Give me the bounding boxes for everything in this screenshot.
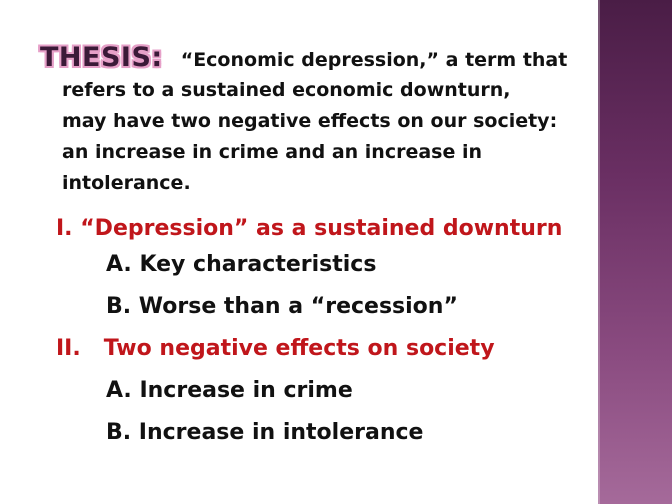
- thesis-line: intolerance.: [62, 172, 191, 194]
- outline: I. “Depression” as a sustained downturn …: [56, 214, 596, 448]
- thesis-line: refers to a sustained economic downturn,: [62, 79, 511, 101]
- outline-item-1a: A. Key characteristics: [106, 252, 377, 277]
- outline-section-1-heading: I. “Depression” as a sustained downturn: [56, 214, 596, 244]
- outline-section-2-heading: II. Two negative effects on society: [56, 334, 596, 364]
- section-2-numeral: II.: [56, 336, 81, 361]
- outline-item-1b: B. Worse than a “recession”: [106, 294, 458, 319]
- section-1-title: “Depression” as a sustained downturn: [80, 216, 563, 241]
- thesis-body: refers to a sustained economic downturn,…: [62, 75, 588, 199]
- thesis-line: an increase in crime and an increase in: [62, 141, 483, 163]
- thesis-first-line-row: THESIS: “Economic depression,” a term th…: [40, 42, 588, 73]
- slide-content: THESIS: “Economic depression,” a term th…: [40, 42, 596, 448]
- thesis-block: THESIS: “Economic depression,” a term th…: [40, 42, 588, 199]
- thesis-label: THESIS:: [40, 42, 163, 73]
- thesis-first-line: “Economic depression,” a term that: [180, 49, 568, 71]
- outline-item-2b: B. Increase in intolerance: [106, 420, 424, 445]
- outline-item-2a: A. Increase in crime: [106, 378, 353, 403]
- section-2-title: Two negative effects on society: [103, 336, 495, 361]
- section-1-numeral: I.: [56, 216, 73, 241]
- thesis-line: may have two negative effects on our soc…: [62, 110, 558, 132]
- decorative-side-bar: [598, 0, 672, 504]
- thesis-label-text: THESIS:: [40, 42, 163, 73]
